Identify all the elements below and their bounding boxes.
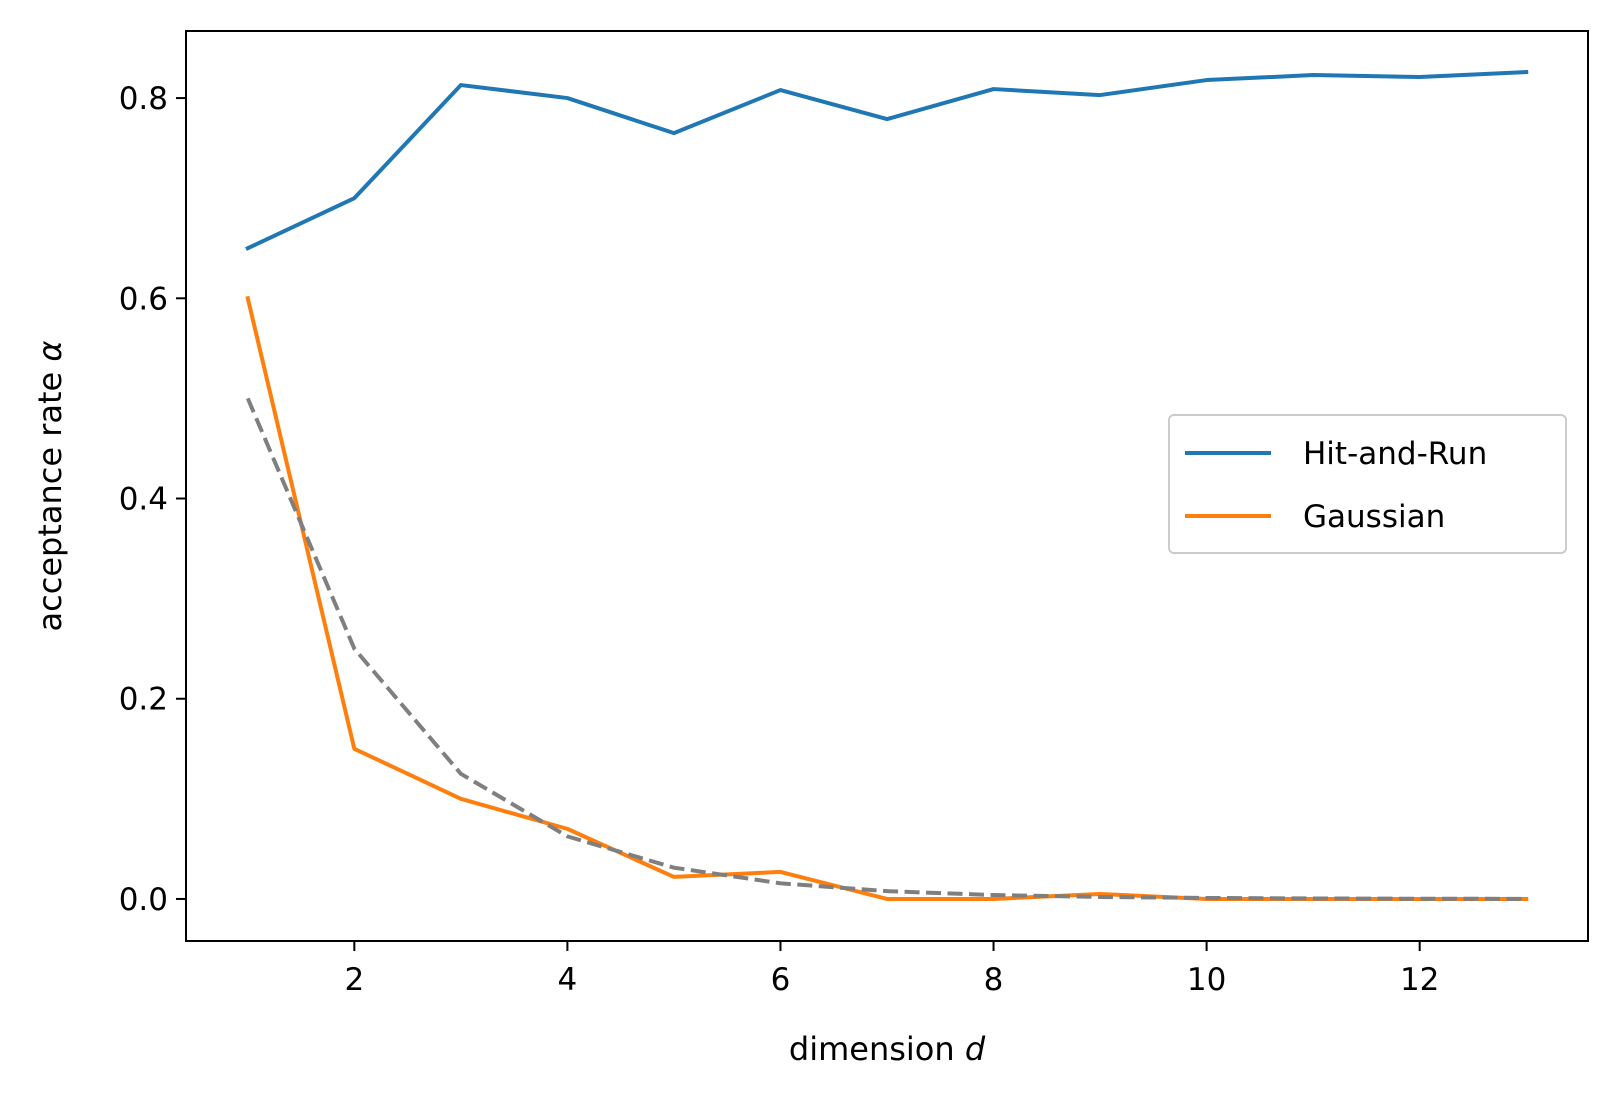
plot-lines	[245, 69, 1529, 901]
y-tick-label: 0.2	[119, 682, 168, 718]
x-tick-label: 8	[984, 962, 1004, 998]
legend-box	[1168, 414, 1567, 554]
legend-label: Gaussian	[1303, 499, 1445, 535]
y-axis-label-text: acceptance rate	[31, 372, 69, 632]
legend: Hit-and-Run Gaussian	[1168, 414, 1567, 554]
x-tick-label: 12	[1400, 962, 1439, 998]
y-axis-label-variable: α	[31, 341, 69, 362]
x-axis-label: dimension d	[789, 1030, 986, 1068]
x-tick-label: 10	[1187, 962, 1226, 998]
legend-label: Hit-and-Run	[1303, 436, 1487, 472]
x-tick-label: 6	[771, 962, 791, 998]
y-tick-label: 0.0	[119, 882, 168, 918]
y-axis-label: acceptance rate α	[31, 341, 69, 632]
hit-and-run-series-line	[245, 69, 1529, 251]
y-axis-ticks: 0.0 0.2 0.4 0.6 0.8	[119, 81, 186, 918]
x-tick-label: 2	[344, 962, 364, 998]
y-tick-label: 0.4	[119, 482, 168, 518]
plot-frame	[185, 30, 1589, 942]
x-axis-label-variable: d	[965, 1030, 986, 1068]
y-tick-label: 0.8	[119, 81, 168, 117]
y-tick-label: 0.6	[119, 281, 168, 317]
reference-series-line	[245, 397, 1527, 901]
x-tick-label: 4	[558, 962, 578, 998]
x-axis-label-text: dimension	[789, 1030, 955, 1068]
x-axis-ticks: 2 4 6 8 10 12	[344, 941, 1439, 998]
gaussian-series-line	[245, 295, 1529, 901]
